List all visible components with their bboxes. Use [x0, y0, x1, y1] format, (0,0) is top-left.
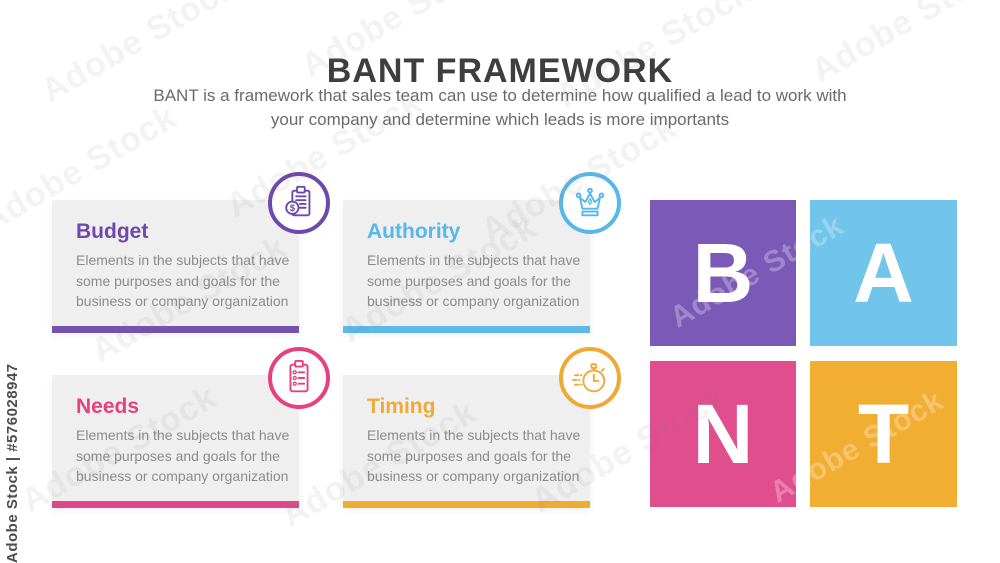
budget-card-body: Budget Elements in the subjects that hav… — [52, 200, 299, 312]
timing-card-body: Timing Elements in the subjects that hav… — [343, 375, 590, 487]
stopwatch-icon — [559, 347, 621, 409]
clipboard-dollar-icon: $ — [268, 172, 330, 234]
timing-card: Timing Elements in the subjects that hav… — [343, 347, 621, 508]
authority-accent-bar — [343, 326, 590, 333]
page-subtitle-line2: your company and determine which leads i… — [270, 110, 730, 129]
budget-card: Budget Elements in the subjects that hav… — [52, 172, 330, 333]
matrix-letter-t: T — [857, 387, 910, 481]
svg-text:$: $ — [290, 203, 296, 214]
matrix-square-n: N — [650, 361, 796, 507]
timing-card-description: Elements in the subjects that have some … — [367, 427, 581, 484]
authority-card-body: Authority Elements in the subjects that … — [343, 200, 590, 312]
matrix-letter-a: A — [853, 226, 914, 320]
needs-card-body: Needs Elements in the subjects that have… — [52, 375, 299, 487]
needs-card-description: Elements in the subjects that have some … — [76, 427, 290, 484]
page-title: BANT FRAMEWORK — [326, 51, 674, 90]
matrix-letter-n: N — [692, 387, 754, 481]
needs-accent-bar — [52, 501, 299, 508]
matrix-square-t: T — [810, 361, 957, 507]
authority-card-title: Authority — [367, 220, 461, 243]
matrix-square-a: A — [810, 200, 957, 346]
authority-card: Authority Elements in the subjects that … — [343, 172, 621, 333]
page-subtitle-line1: BANT is a framework that sales team can … — [153, 86, 847, 105]
budget-card-description: Elements in the subjects that have some … — [76, 252, 290, 309]
timing-accent-bar — [343, 501, 590, 508]
crown-icon — [559, 172, 621, 234]
needs-card-title: Needs — [76, 395, 140, 418]
authority-card-description: Elements in the subjects that have some … — [367, 252, 581, 309]
matrix-letter-b: B — [692, 226, 754, 320]
timing-card-title: Timing — [367, 395, 436, 418]
stock-id-label: Adobe Stock | #576028947 — [4, 363, 21, 563]
budget-accent-bar — [52, 326, 299, 333]
page-subtitle: BANT is a framework that sales team can … — [0, 84, 1000, 132]
budget-card-title: Budget — [76, 220, 149, 243]
checklist-clipboard-icon — [268, 347, 330, 409]
matrix-square-b: B — [650, 200, 796, 346]
needs-card: Needs Elements in the subjects that have… — [52, 347, 330, 508]
